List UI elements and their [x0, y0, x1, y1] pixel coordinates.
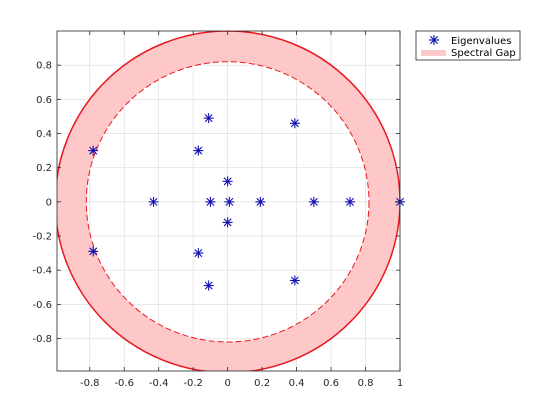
x-tick-label: -0.8	[80, 378, 100, 389]
eigenvalue-point	[255, 196, 266, 207]
eigenvalue-point	[222, 217, 233, 228]
legend-item-spectral-gap: Spectral Gap	[421, 48, 516, 59]
legend-spectral-gap-label: Spectral Gap	[451, 48, 516, 59]
y-tick-label: 0.4	[36, 129, 52, 140]
eigenvalue-point	[308, 196, 319, 207]
x-tick-label: 0.6	[323, 378, 339, 389]
eigenvalue-point	[193, 145, 204, 156]
y-tick-label: -0.4	[32, 266, 52, 277]
x-tick-label: -0.6	[114, 378, 134, 389]
x-tick-label: 1	[397, 378, 403, 389]
legend-item-eigenvalues: Eigenvalues	[429, 35, 511, 47]
eigenvalue-point	[205, 196, 216, 207]
y-tick-label: -0.8	[32, 334, 52, 345]
y-tick-label: 0.8	[36, 61, 52, 72]
legend: Eigenvalues Spectral Gap	[415, 30, 521, 61]
eigenvalue-point	[203, 113, 214, 124]
eigenvalue-point	[345, 196, 356, 207]
y-axis-ticks: 0.8 0.6 0.4 0.2 0 -0.2 -0.4 -0.6 -0.8	[32, 61, 400, 345]
eigenvalue-point	[224, 196, 235, 207]
x-tick-label: -0.4	[149, 378, 169, 389]
y-tick-label: -0.2	[32, 232, 52, 243]
x-tick-label: 0.4	[289, 378, 305, 389]
eigenvalue-point	[88, 145, 99, 156]
x-tick-label: 0	[224, 378, 230, 389]
x-axis-ticks: -0.8 -0.6 -0.4 -0.2 0 0.2 0.4 0.6 0.8 1	[80, 31, 403, 389]
y-tick-label: -0.6	[32, 300, 52, 311]
eigenvalue-point	[148, 196, 159, 207]
eigenvalue-point	[88, 246, 99, 257]
eigenvalue-point	[289, 275, 300, 286]
legend-eigenvalues-marker	[429, 35, 439, 45]
eigenvalue-point	[193, 248, 204, 259]
x-tick-label: 0.2	[254, 378, 270, 389]
eigenvalue-point	[289, 118, 300, 129]
x-tick-label: 0.8	[358, 378, 374, 389]
eigenvalue-point	[203, 280, 214, 291]
legend-eigenvalues-label: Eigenvalues	[451, 36, 511, 47]
y-tick-label: 0	[46, 197, 52, 208]
y-tick-label: 0.2	[36, 163, 52, 174]
spectral-gap-region	[57, 31, 400, 371]
y-tick-label: 0.6	[36, 95, 52, 106]
plot-area-border	[56, 30, 401, 372]
legend-spectral-gap-patch	[421, 50, 446, 56]
gap-inner-circle	[85, 61, 370, 343]
x-tick-label: -0.2	[183, 378, 203, 389]
legend-asterisk	[429, 35, 439, 45]
eigenvalue-point	[222, 176, 233, 187]
